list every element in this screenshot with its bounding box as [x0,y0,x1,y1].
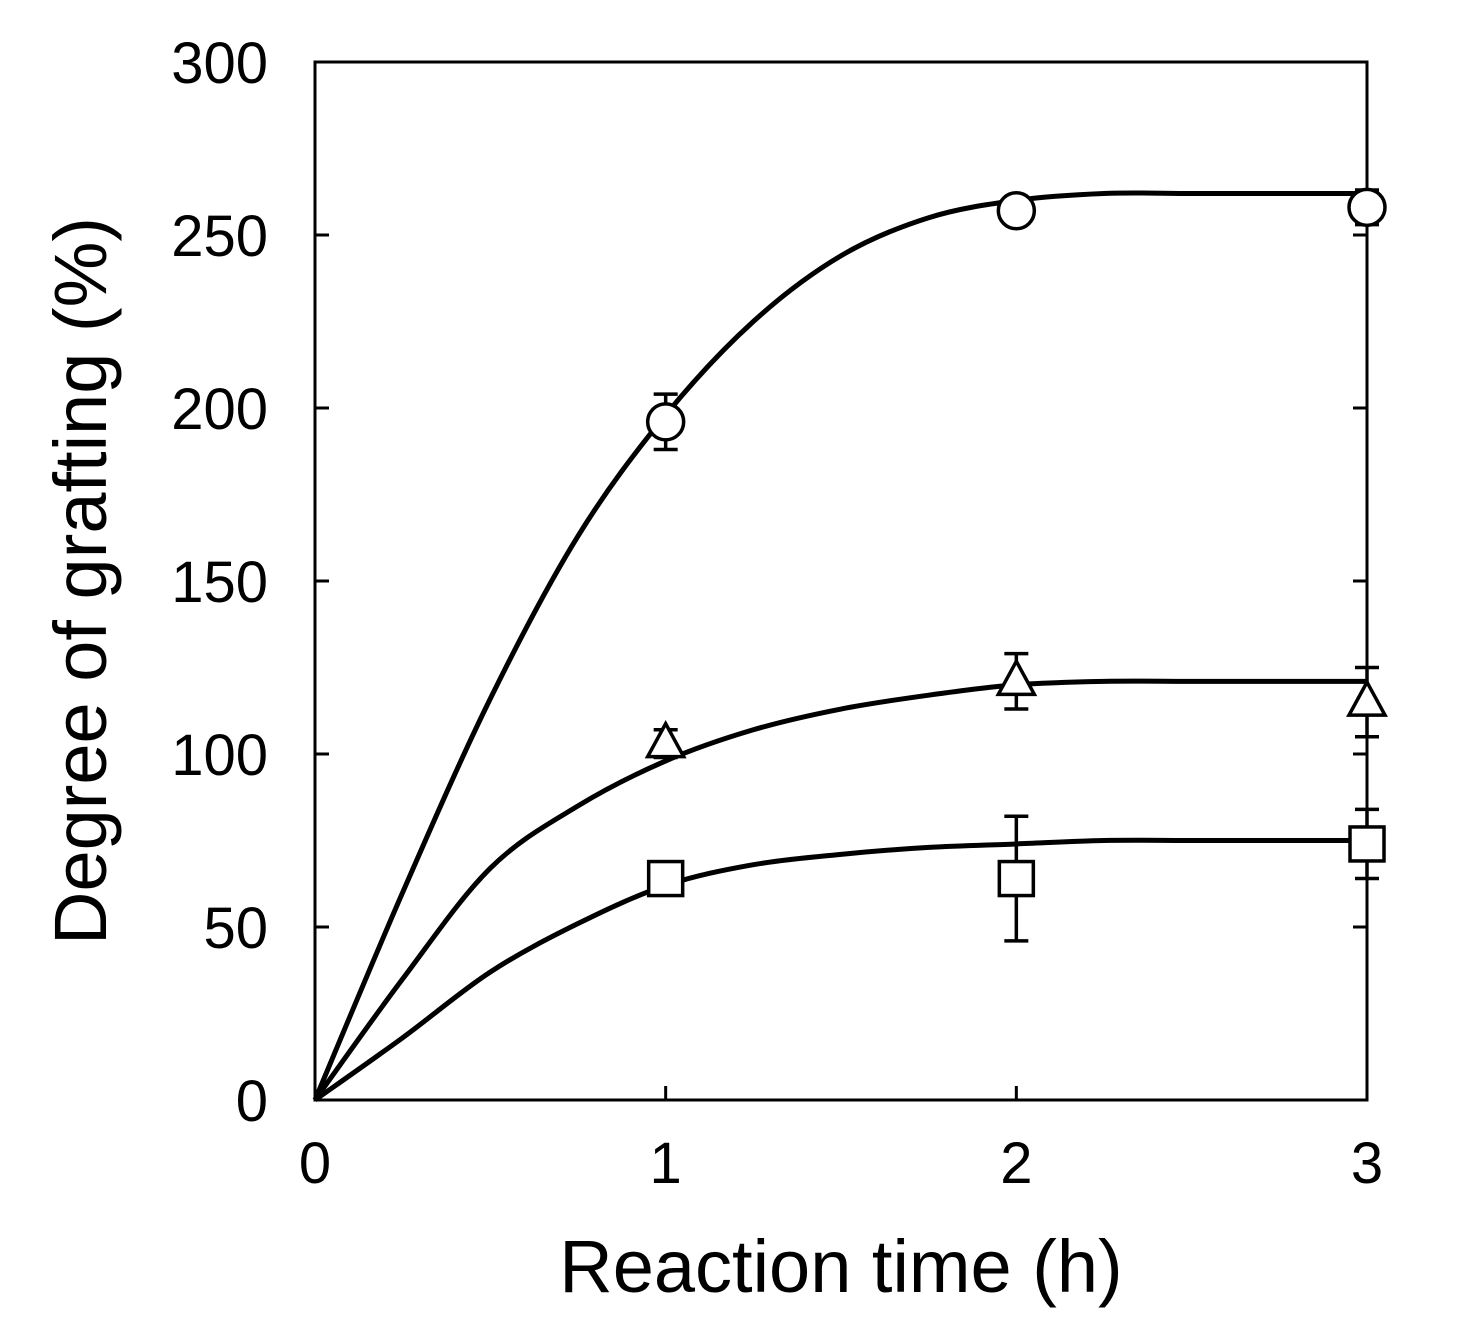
data-markers [644,187,1388,898]
tick-labels: 0 50 100 150 200 250 300 0 1 2 3 [171,31,1383,1196]
x-tick-label-3: 3 [1351,1131,1383,1196]
marker-triangle-1 [644,719,687,759]
marker-circle-3 [1347,187,1387,228]
y-tick-label-250: 250 [171,204,268,269]
y-tick-label-150: 150 [171,550,268,615]
y-tick-label-100: 100 [171,723,268,788]
marker-circle-1 [645,402,686,442]
marker-square-3 [1348,825,1386,863]
fit-curves [312,190,1367,1103]
fit-curve-triangle [312,678,1367,1102]
marker-triangle-2 [995,657,1038,697]
plot-frame [313,60,1369,1102]
y-tick-label-0: 0 [236,1069,268,1134]
y-tick-label-50: 50 [203,896,268,961]
error-bars [653,188,1379,943]
marker-square-2 [997,859,1036,898]
y-tick-label-200: 200 [171,377,268,442]
x-tick-label-2: 2 [1000,1131,1032,1196]
y-axis-title: Degree of grafting (%) [39,217,122,945]
x-tick-label-0: 0 [299,1131,331,1196]
marker-square-1 [646,859,685,898]
fit-curve-square [313,837,1367,1103]
marker-triangle-3 [1346,678,1388,717]
tick-marks [313,60,1369,1102]
x-axis-title: Reaction time (h) [559,1225,1122,1308]
marker-circle-2 [996,191,1037,231]
x-tick-label-1: 1 [650,1131,682,1196]
fit-curve-circle [312,190,1367,1101]
y-tick-label-300: 300 [171,31,268,96]
